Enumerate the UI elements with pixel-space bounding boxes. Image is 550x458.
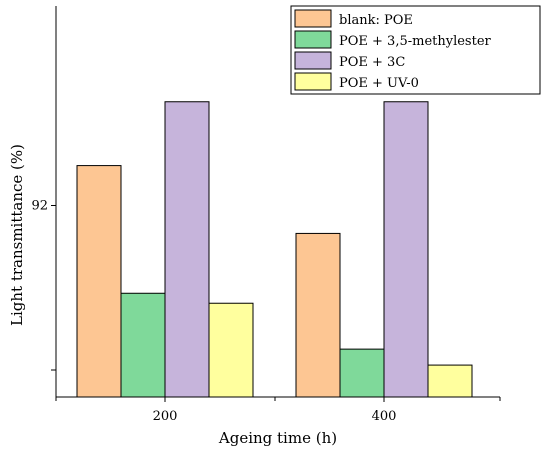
x-tick-label-400: 400: [372, 409, 397, 424]
legend-label-3: POE + 3C: [339, 55, 405, 70]
legend-label-4: POE + UV-0: [339, 76, 419, 91]
axes-group: [55, 6, 500, 398]
bar-200-series-3: [164, 101, 210, 398]
legend-swatch-4: [294, 72, 332, 91]
bar-200-series-4: [208, 302, 254, 398]
y-ticks-group: 92: [31, 198, 56, 371]
legend-label-1: blank: POE: [339, 13, 413, 28]
bar-400-series-1: [295, 232, 341, 398]
x-tick-label-200: 200: [153, 409, 178, 424]
legend-swatch-2: [294, 30, 332, 49]
bar-200-series-2: [120, 292, 166, 398]
legend: blank: POE POE + 3,5-methylester POE + 3C P…: [290, 5, 541, 95]
y-axis-title: Light transmittance (%): [8, 144, 26, 326]
y-tick-label: 92: [31, 198, 48, 213]
bar-200-series-1: [76, 165, 122, 398]
bar-400-series-4: [427, 364, 473, 398]
x-ticks-group: 200 400: [55, 397, 501, 424]
legend-label-2: POE + 3,5-methylester: [339, 34, 492, 49]
bar-400-series-3: [383, 101, 429, 398]
legend-swatch-1: [294, 9, 332, 28]
legend-swatch-3: [294, 51, 332, 70]
bar-400-series-2: [339, 348, 385, 398]
x-axis-title: Ageing time (h): [218, 429, 337, 447]
bars-group: [76, 101, 473, 398]
legend-box: [290, 5, 541, 95]
